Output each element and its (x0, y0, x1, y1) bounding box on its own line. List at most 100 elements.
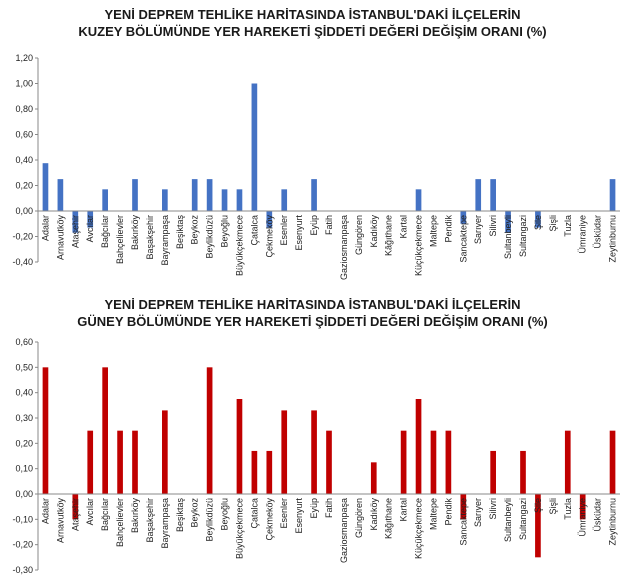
south-bar (206, 367, 213, 494)
south-bar (236, 399, 243, 494)
north-bar (475, 179, 482, 211)
south-category-label: Kartal (399, 498, 409, 522)
south-bar (400, 430, 407, 494)
south-category-label: Zeytinburnu (608, 498, 618, 546)
north-chart-title-line1: YENİ DEPREM TEHLİKE HARİTASINDA İSTANBUL… (104, 7, 521, 22)
south-bar (132, 430, 138, 494)
south-bar (87, 430, 94, 494)
north-category-label: Gaziosmanpaşa (339, 215, 349, 280)
south-category-label: Eyüp (309, 498, 319, 519)
north-bar (490, 179, 496, 211)
north-bar (505, 211, 511, 233)
north-category-label: Ümraniye (578, 215, 588, 254)
north-bar (57, 179, 64, 211)
south-category-label: Silivri (488, 498, 498, 520)
north-category-label: Küçükçekmece (414, 215, 424, 276)
north-bar (460, 211, 467, 224)
north-bar (132, 179, 138, 211)
south-category-label: Üsküdar (593, 498, 603, 532)
north-category-label: Güngören (354, 215, 364, 255)
north-ytick-label: -0,20 (12, 232, 33, 242)
north-bar (415, 189, 422, 211)
north-bar (162, 189, 168, 211)
north-chart-title: YENİ DEPREM TEHLİKE HARİTASINDA İSTANBUL… (0, 0, 625, 40)
north-ytick-label: 1,20 (15, 53, 33, 63)
south-category-label: Şile (533, 498, 543, 513)
south-bar (266, 450, 273, 494)
north-ytick-label: 0,80 (15, 104, 33, 114)
north-category-label: Avcılar (85, 215, 95, 242)
north-ytick-label: 1,00 (15, 79, 33, 89)
north-bar (42, 163, 49, 211)
north-category-label: Fatih (324, 215, 334, 235)
south-bar (162, 410, 168, 494)
north-bar (87, 211, 94, 228)
north-category-label: Sarıyer (473, 215, 483, 244)
north-category-label: Bakırköy (130, 215, 140, 251)
south-chart-title: YENİ DEPREM TEHLİKE HARİTASINDA İSTANBUL… (0, 290, 625, 330)
south-category-label: Tuzla (563, 498, 573, 520)
south-bar (579, 494, 586, 520)
north-bar (266, 211, 273, 228)
south-ytick-label: 0,40 (15, 388, 33, 398)
north-ytick-label: 0,40 (15, 155, 33, 165)
north-bar (221, 189, 228, 211)
south-category-label: Beyoğlu (220, 498, 230, 531)
north-category-label: Esenyurt (294, 215, 304, 251)
south-category-label: Çatalca (249, 498, 259, 529)
south-ytick-label: 0,50 (15, 362, 33, 372)
south-bar (370, 462, 377, 494)
south-category-label: Gaziosmanpaşa (339, 498, 349, 563)
north-category-label: Sultangazi (518, 215, 528, 257)
north-category-label: Beykoz (190, 215, 200, 245)
north-ytick-label: 0,20 (15, 181, 33, 191)
south-category-label: Sancaktepe (458, 498, 468, 546)
south-category-label: Pendik (443, 498, 453, 526)
south-category-label: Büyükçekmece (234, 498, 244, 559)
south-bar (311, 410, 317, 494)
south-ytick-label: 0,60 (15, 337, 33, 347)
north-bar (191, 179, 198, 211)
south-category-label: Beykoz (190, 498, 200, 528)
south-category-label: Bağcılar (100, 498, 110, 531)
south-bar (102, 367, 108, 494)
north-chart-plot: -0,40 -0,20 0,00 0,20 0,40 0,60 0,80 1,00 1,20 Ad… (12, 53, 620, 280)
north-bar (236, 189, 243, 211)
south-bar (609, 430, 616, 494)
south-ytick-label: -0,30 (12, 565, 33, 575)
north-category-label: Çekmeköy (264, 215, 274, 258)
north-ytick-label: 0,00 (15, 206, 33, 216)
north-category-label: Maltepe (428, 215, 438, 247)
north-category-label: Tuzla (563, 215, 573, 237)
north-category-label: Sultanbeyli (503, 215, 513, 259)
north-category-label: Arnavutköy (55, 215, 65, 261)
north-category-label: Üsküdar (593, 215, 603, 249)
north-bar (609, 179, 616, 211)
south-category-label: Sarıyer (473, 498, 483, 527)
north-category-label: Esenler (279, 215, 289, 246)
north-bar (206, 179, 213, 211)
north-category-label: Bağcılar (100, 215, 110, 248)
north-chart-title-line2: KUZEY BÖLÜMÜNDE YER HAREKETİ ŞİDDETİ DEĞ… (78, 24, 547, 39)
south-category-label: Esenler (279, 498, 289, 529)
south-ytick-label: 0,10 (15, 464, 33, 474)
north-category-label: Beylikdüzü (205, 215, 215, 259)
north-category-label: Şile (533, 215, 543, 230)
north-category-label: Kartal (399, 215, 409, 239)
south-bar (42, 367, 49, 494)
north-bar (102, 189, 108, 211)
north-category-label: Şişli (548, 215, 558, 232)
south-category-label: Bayrampaşa (160, 498, 170, 549)
south-bar (281, 410, 288, 494)
south-category-label: Arnavutköy (55, 498, 65, 544)
north-ytick-label: 0,60 (15, 130, 33, 140)
south-category-label: Güngören (354, 498, 364, 538)
north-category-label: Eyüp (309, 215, 319, 236)
south-bar (460, 494, 467, 520)
south-category-label: Şişli (548, 498, 558, 515)
south-category-label: Esenyurt (294, 498, 304, 534)
north-category-label: Zeytinburnu (608, 215, 618, 263)
south-bar (72, 494, 79, 520)
north-category-label: Kadıköy (369, 215, 379, 248)
north-category-label: Bahçelievler (115, 215, 125, 264)
